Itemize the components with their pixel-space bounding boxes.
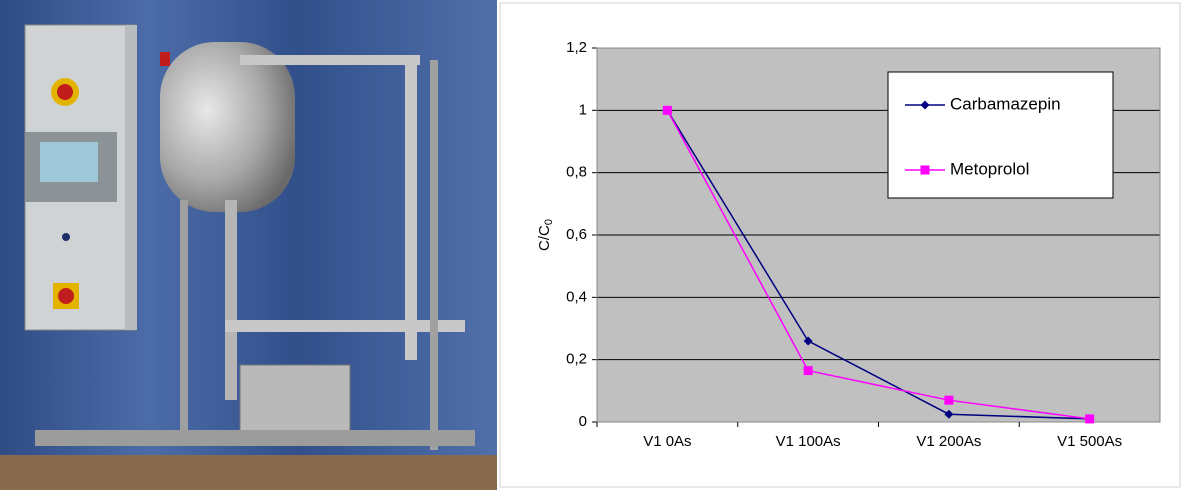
data-point (803, 366, 813, 376)
photo-frame-base (35, 430, 475, 446)
legend-box (887, 71, 1114, 199)
series-line (666, 109, 1090, 420)
x-tick-label: V1 100As (776, 433, 841, 450)
photo-frame-post (430, 60, 438, 450)
y-tick-label: 1,2 (566, 39, 587, 56)
photo (0, 0, 497, 490)
photo-lamp (62, 233, 70, 241)
y-tick-label: 0,8 (566, 164, 587, 181)
data-point (662, 105, 672, 115)
photo-pipe (225, 200, 237, 400)
photo-frame-post (180, 200, 188, 440)
photo-button-core (57, 84, 73, 100)
legend-label: Metoprolol (950, 159, 1029, 178)
y-tick-label: 0,6 (566, 226, 587, 243)
x-tick-label: V1 200As (916, 433, 981, 450)
photo-pipe (240, 55, 420, 65)
legend-marker (920, 165, 930, 175)
data-point (803, 336, 813, 346)
y-axis-label-subscript: 0 (543, 219, 555, 225)
y-tick-label: 0,2 (566, 351, 587, 368)
y-tick-label: 0,4 (566, 288, 587, 305)
photo-pipe (225, 320, 465, 332)
data-point (944, 395, 954, 405)
legend-marker (920, 100, 930, 110)
x-tick-label: V1 500As (1057, 433, 1122, 450)
photo-box (239, 364, 351, 436)
data-point (1085, 414, 1095, 424)
data-point (944, 409, 954, 419)
y-axis-label: C/C0 (536, 219, 555, 251)
photo-switch-knob (58, 288, 74, 304)
photo-valve (160, 52, 170, 66)
photo-floor (0, 455, 497, 490)
y-axis-label-main: C/C (536, 225, 553, 251)
y-tick-label: 0 (579, 413, 587, 430)
plot: 0 0,2 0,4 0,6 0,8 1 1,2 V1 0As V1 100As V1 200As V… (566, 39, 1161, 450)
legend-label: Carbamazepin (950, 94, 1061, 113)
series-line (666, 109, 1090, 420)
photo-tank (160, 42, 295, 212)
photo-screen (40, 142, 98, 182)
photo-pipe (405, 60, 417, 360)
y-tick-label: 1 (579, 101, 587, 118)
photo-cabinet-side (125, 25, 137, 330)
x-tick-label: V1 0As (643, 433, 691, 450)
